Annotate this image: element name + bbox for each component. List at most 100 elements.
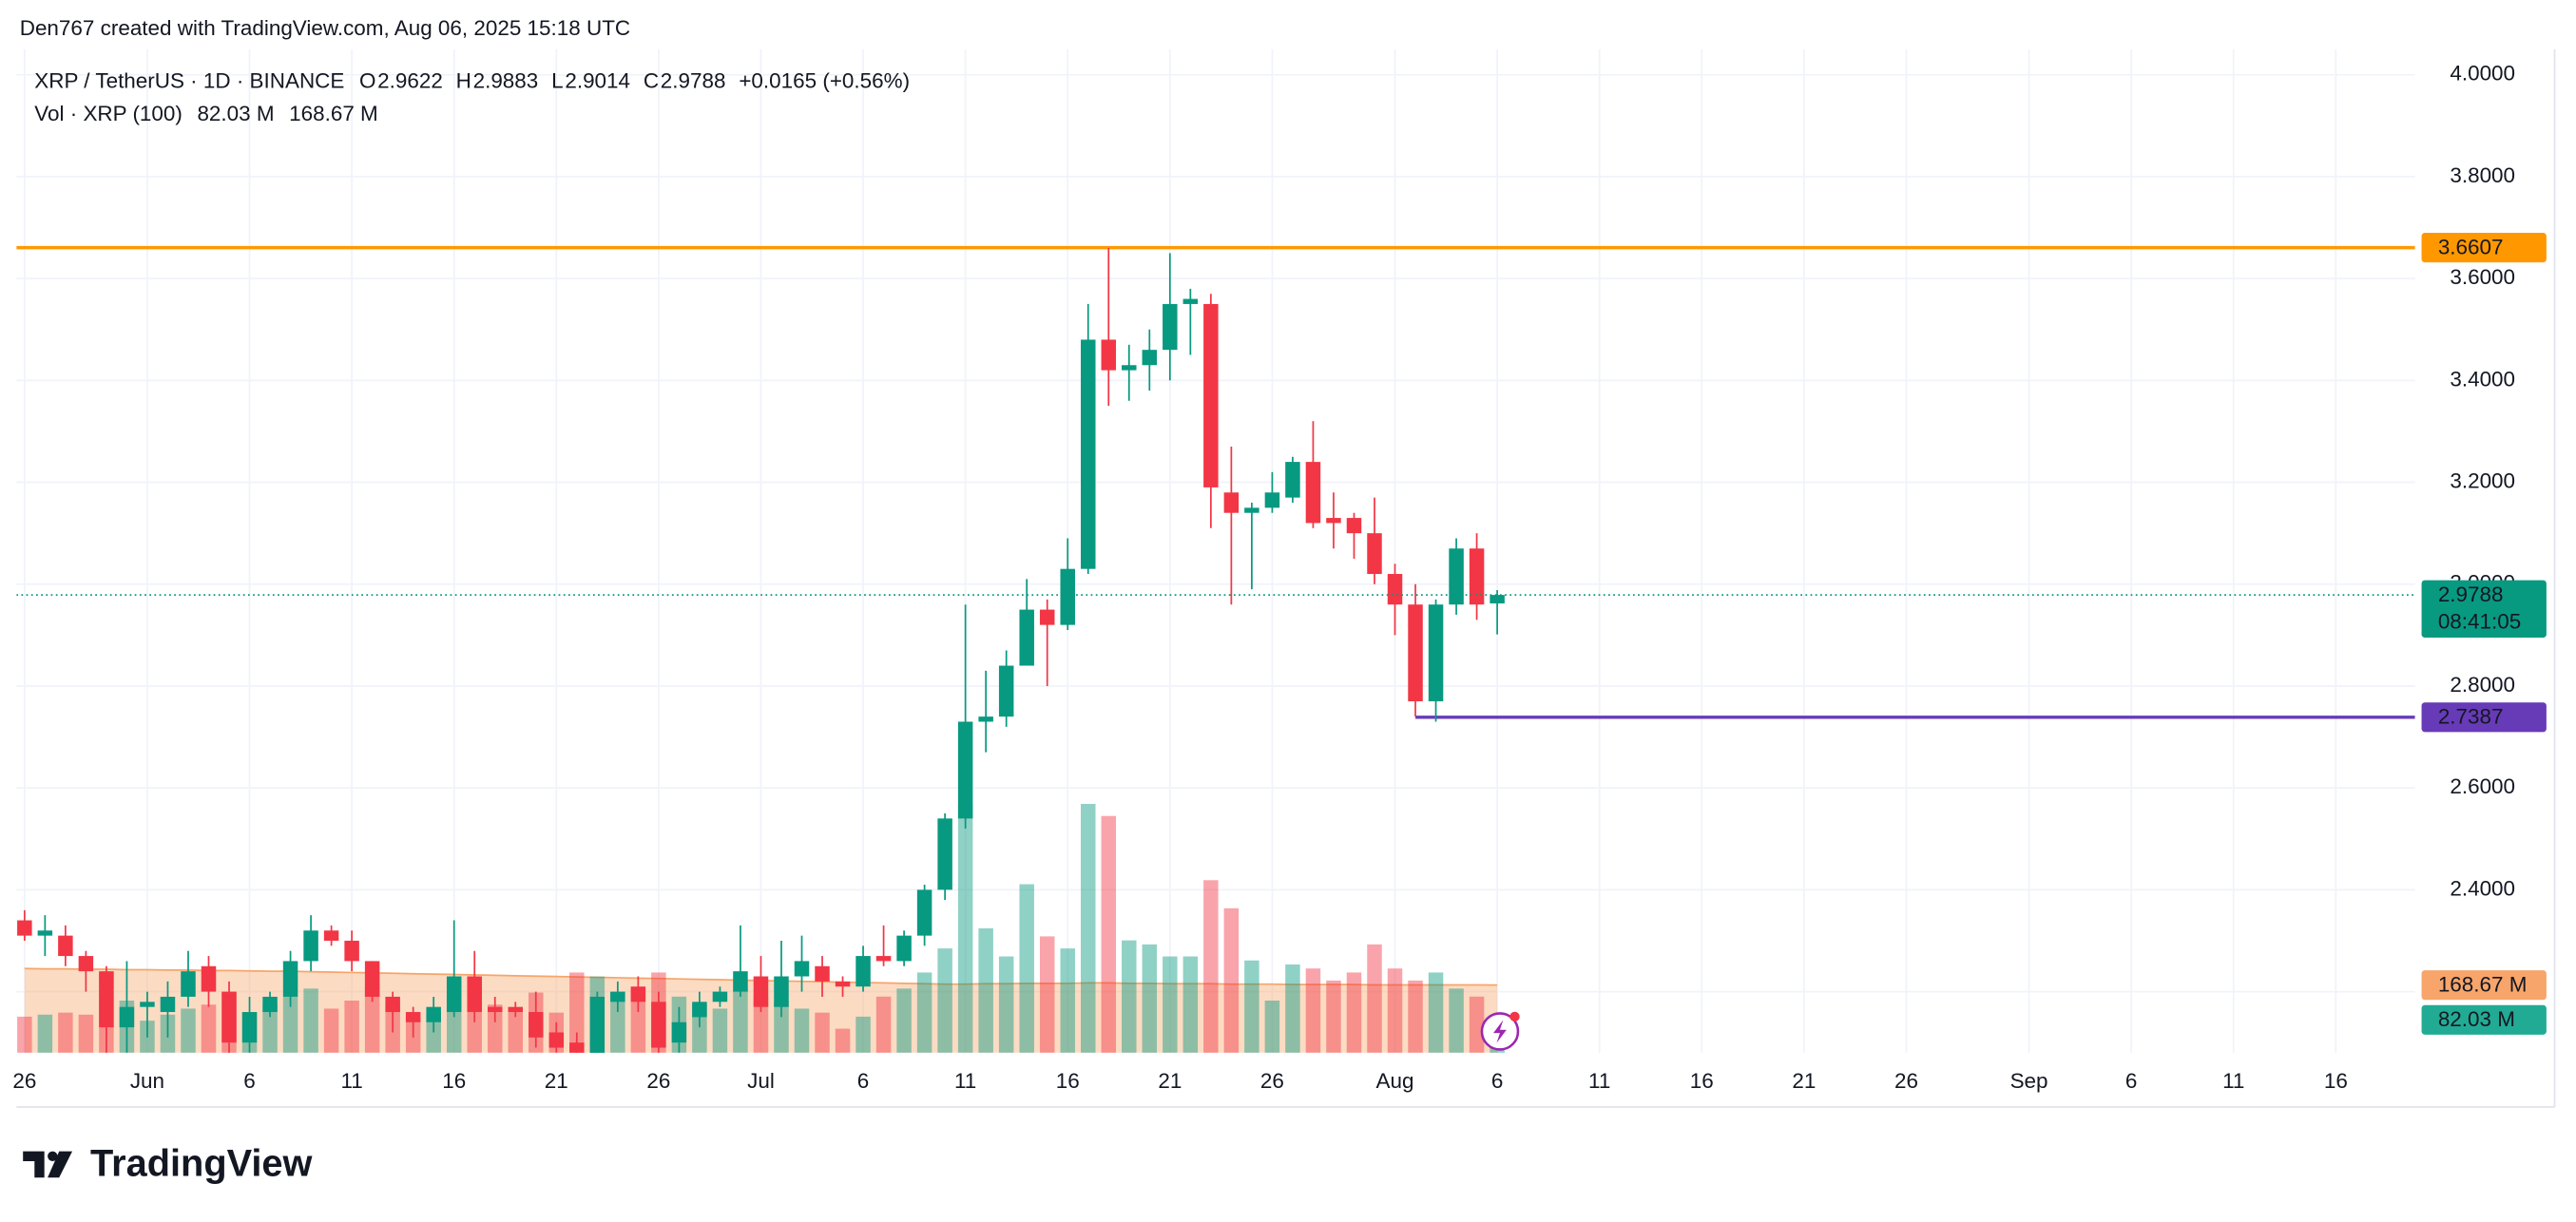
volume-bar [78,1014,94,1053]
candle-body [303,930,318,962]
volume-bar [1244,960,1259,1053]
y-tick-label: 2.4000 [2450,876,2515,900]
candle-body [875,956,892,962]
volume-bar [896,988,912,1053]
volume-bar [1081,804,1096,1053]
volume-bar [1346,972,1362,1053]
countdown-label: 08:41:05 [2438,609,2521,633]
x-tick-label: Jun [130,1069,164,1093]
candle-body [37,930,53,936]
volume-bar [1019,884,1034,1053]
symbol: XRP / TetherUS · 1D · BINANCE [34,68,344,92]
candle-body [364,961,380,997]
candle-body [937,818,952,890]
volume-bar [630,988,646,1053]
candle-body [1101,339,1117,371]
volume-bar [753,996,769,1053]
ohlc-letter: O [359,68,375,92]
volume-bar [733,988,748,1053]
volume-title: Vol · XRP (100) [34,102,183,125]
volume-bar [1039,936,1055,1053]
candle-body [529,1012,544,1038]
candle-body [671,1022,687,1043]
candle-body [1387,574,1403,605]
axes: 26 Jun 6 11 16 21 26 Jul 6 11 16 21 26 Aug 6 11 16 21 26 Se… [12,62,2547,1093]
candle-body [815,965,830,982]
volume-bar [569,972,585,1053]
y-tick-label: 4.0000 [2450,62,2515,86]
candle-body [794,961,810,977]
candle-body [1039,609,1055,625]
logo-mark [23,1151,45,1178]
x-tick-label: 26 [1894,1069,1918,1093]
price-label: 3.6607 [2438,235,2504,258]
candle-body [957,721,973,819]
candle-body [508,1006,524,1013]
candle-body [692,1002,707,1018]
event-icon-dot [1509,1011,1520,1022]
x-tick-label: 6 [243,1069,256,1093]
volume-bar [1428,972,1444,1053]
x-tick-label: 11 [1588,1069,1610,1093]
candle-body [1408,604,1423,702]
volume-bar [364,984,380,1053]
ohlc-value: 2.9788 [661,68,726,92]
x-tick-label: 26 [1260,1069,1284,1093]
candle-body [1285,462,1300,498]
volume-bar [426,1012,441,1053]
y-tick-label: 3.6000 [2450,265,2515,289]
x-tick-label: 11 [2222,1069,2244,1093]
volume-bar [1101,815,1117,1053]
volume-bar [508,1008,524,1053]
candle-body [160,996,176,1013]
y-tick-label: 3.4000 [2450,367,2515,391]
candle-body [1163,303,1178,351]
candle-body [385,996,400,1013]
candle-body [630,986,646,1002]
candle-body [221,991,237,1043]
candle-body [262,996,278,1013]
x-tick-label: 21 [545,1069,568,1093]
volume-bar [937,948,952,1053]
volume-bar [1203,880,1219,1053]
candle-body [446,976,462,1013]
candle-body [241,1012,258,1043]
volume-bar [487,1004,503,1053]
volume-bar [835,1028,851,1053]
volume-bar [875,996,892,1053]
candle-body [78,956,94,972]
candle-body [610,991,625,1002]
x-tick-label: 16 [1056,1069,1080,1093]
ohlc-letter: H [456,68,471,92]
x-tick-label: Aug [1376,1069,1414,1093]
candle-body [344,940,359,962]
candle-body [426,1006,441,1022]
candle-body [99,971,114,1028]
volume-bar [344,1001,359,1053]
candle-body [1203,303,1219,487]
logo-mark [48,1151,58,1161]
ohlc-value: 2.9883 [473,68,539,92]
logo: TradingView [23,1143,313,1185]
volume-bar [794,1008,810,1053]
volume-bar [957,804,973,1053]
volume-bar [37,1014,53,1053]
x-tick-label: 16 [442,1069,466,1093]
volume-bar [282,996,298,1053]
x-tick-label: 11 [340,1069,362,1093]
candle-body [651,1002,666,1048]
candle-body [201,965,217,992]
candle-body [1244,507,1259,513]
candle-body [1122,365,1137,371]
volume-bar [303,988,318,1053]
candle-body [323,930,339,941]
volume-bar [978,927,993,1053]
ohlc-value: 2.9014 [565,68,630,92]
x-tick-label: 16 [2324,1069,2348,1093]
x-tick-label: Jul [747,1069,775,1093]
volume-value: 82.03 M [197,102,274,125]
candle-body [1428,604,1444,702]
candle-body [1326,518,1341,524]
event-icon-bolt [1493,1020,1507,1043]
